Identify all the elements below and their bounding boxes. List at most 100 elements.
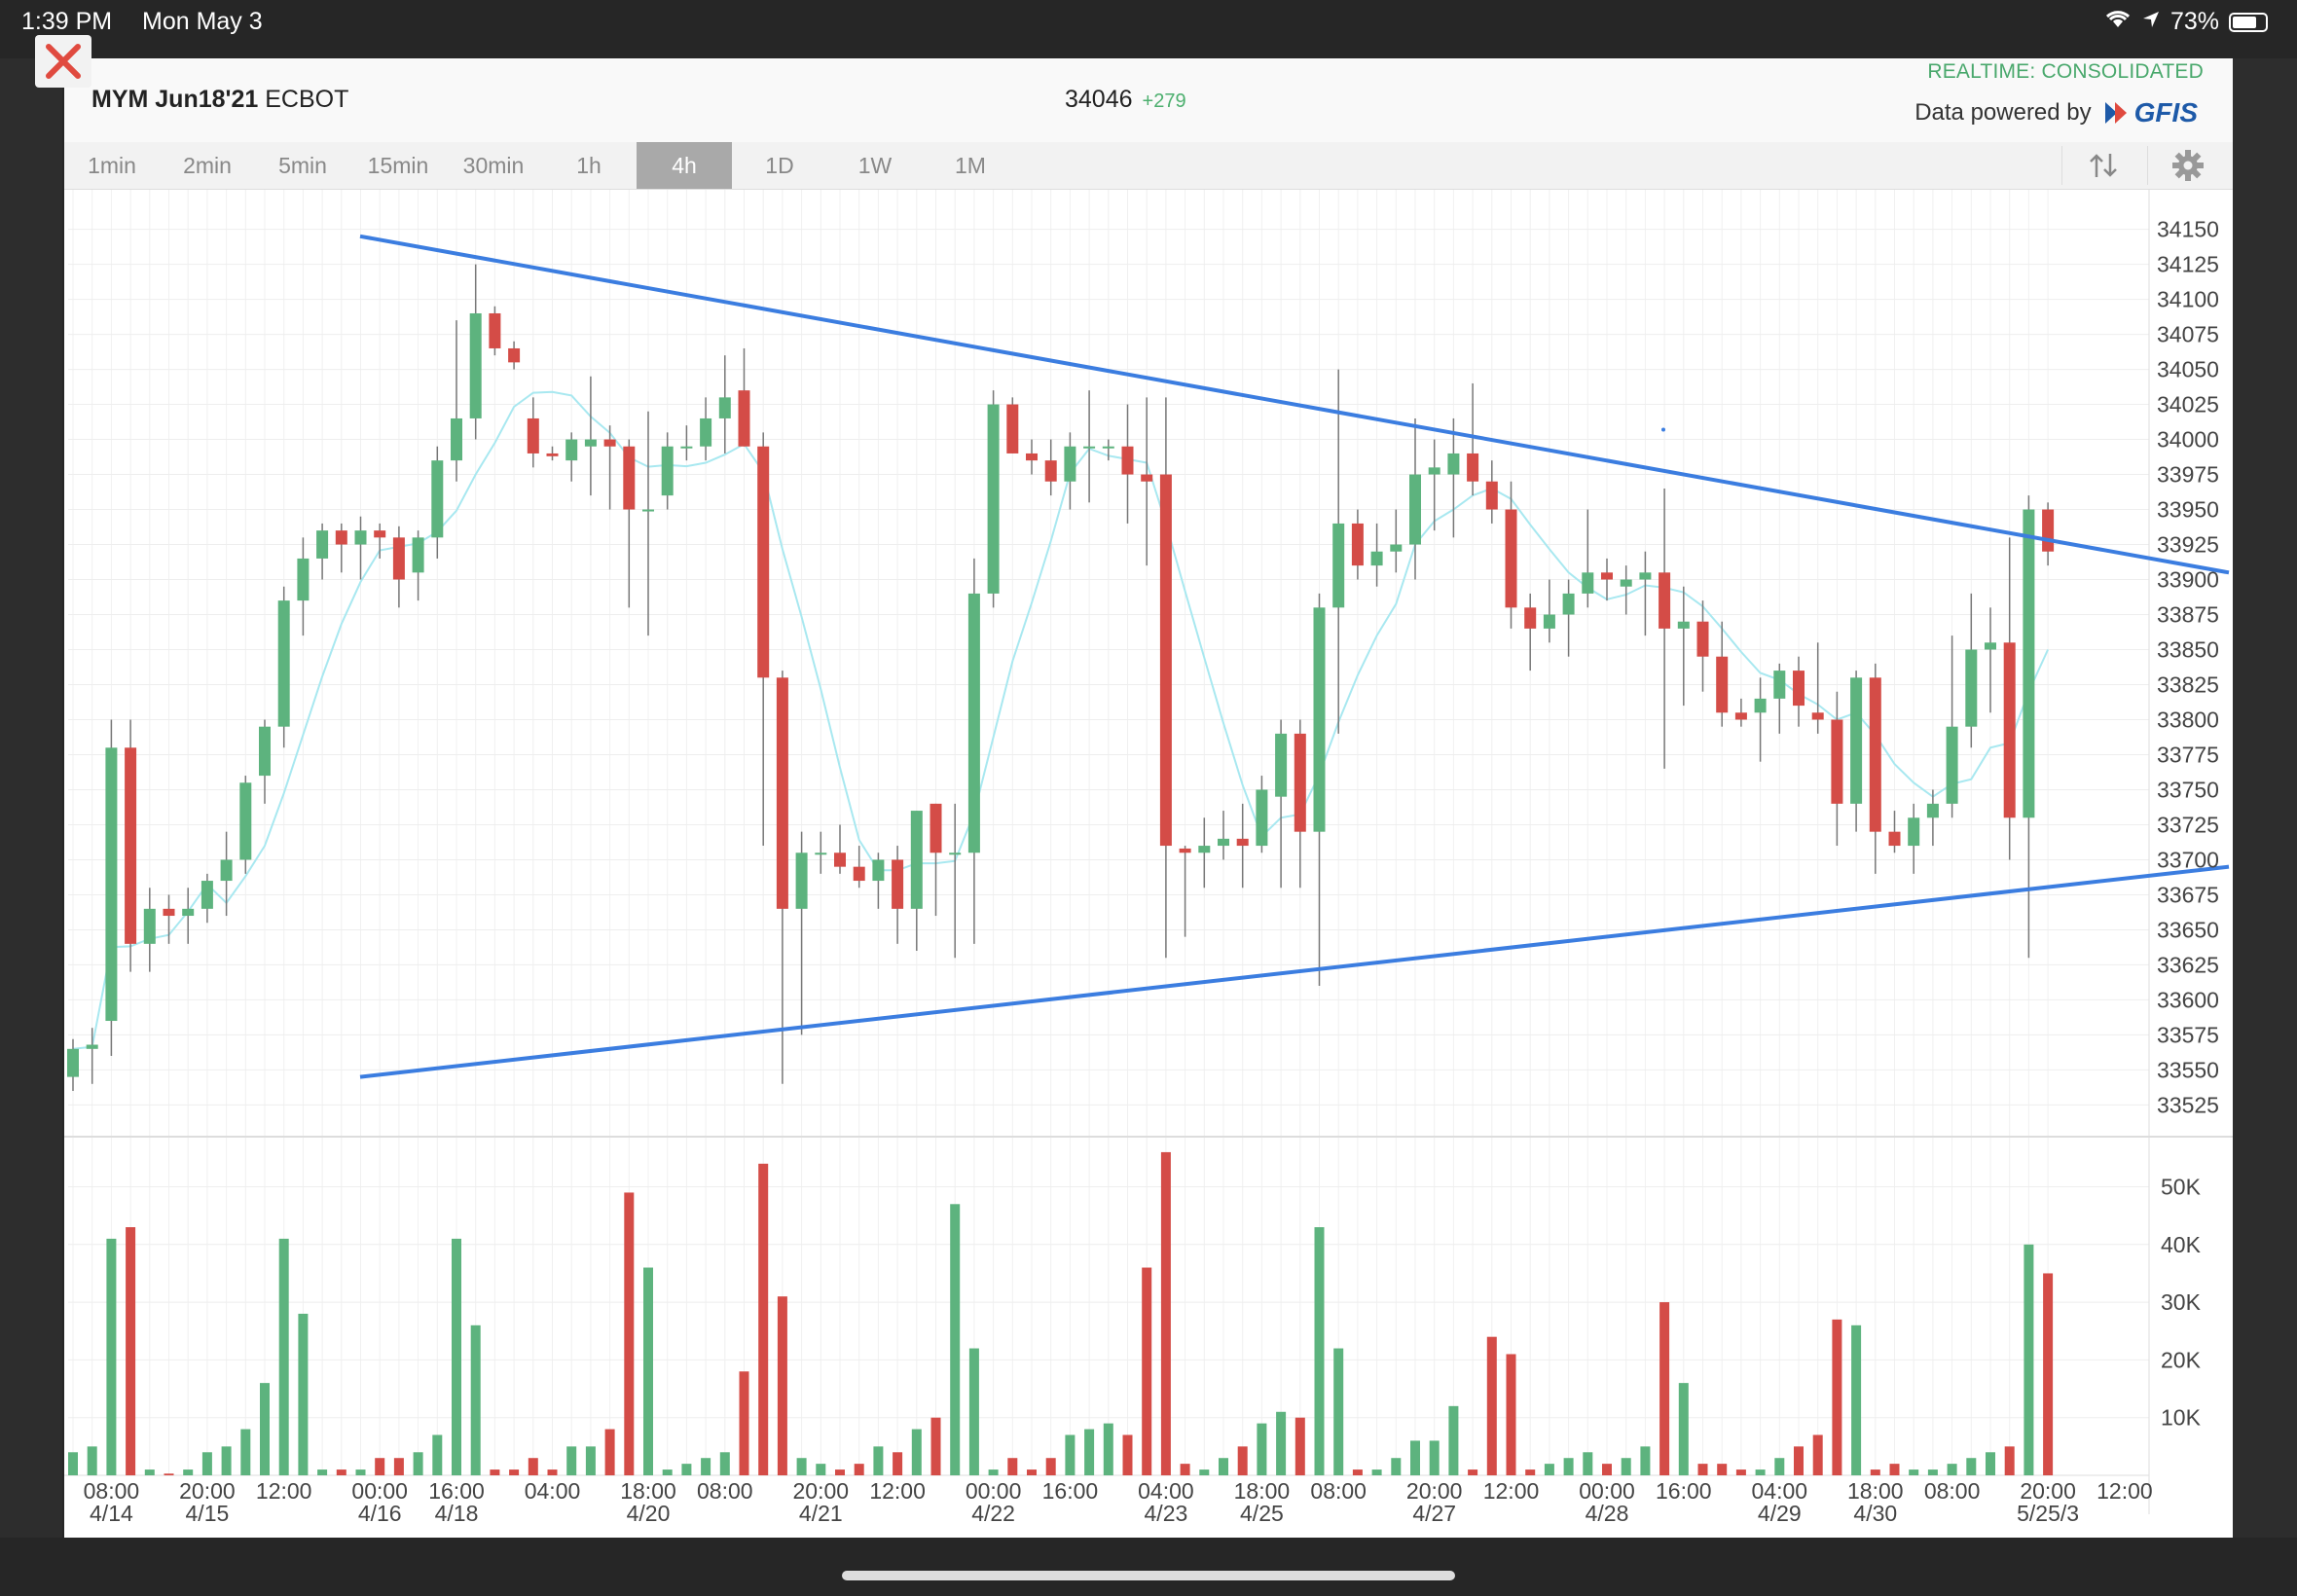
volume-bar <box>758 1163 769 1475</box>
price-tick-label: 33875 <box>2157 602 2219 628</box>
close-button[interactable] <box>35 35 91 88</box>
price-tick-label: 33950 <box>2157 497 2219 523</box>
candle-body <box>1370 551 1383 566</box>
candle-body <box>1026 453 1038 461</box>
plot-background <box>64 189 2233 1475</box>
timeframe-tab-1w[interactable]: 1W <box>857 153 893 178</box>
candle-body <box>1811 712 1824 720</box>
candle-body <box>853 866 865 882</box>
price-tick-label: 33600 <box>2157 987 2219 1012</box>
home-indicator[interactable] <box>842 1571 1455 1580</box>
price-tick-label: 33850 <box>2157 637 2219 663</box>
candle-body <box>1313 607 1326 832</box>
volume-bar <box>1122 1434 1133 1475</box>
volume-bar <box>950 1204 961 1475</box>
candle-body <box>584 439 597 447</box>
volume-bar <box>432 1434 443 1475</box>
volume-bar <box>317 1469 328 1475</box>
candle-body <box>1620 579 1632 587</box>
volume-bar <box>221 1446 232 1475</box>
time-tick-label: 20:00 <box>2020 1478 2076 1504</box>
volume-bar <box>1410 1440 1420 1475</box>
candle-body <box>1716 656 1729 713</box>
timeframe-tab-5min[interactable]: 5min <box>278 153 327 178</box>
candle-body <box>1256 789 1268 847</box>
sort-button[interactable] <box>2081 148 2128 183</box>
volume-bar <box>1889 1464 1900 1475</box>
timeframe-tab-4h[interactable]: 4h <box>637 142 732 189</box>
price-tick-label: 33625 <box>2157 952 2219 977</box>
time-tick-label: 04:00 <box>525 1478 581 1504</box>
volume-bar <box>336 1469 346 1475</box>
volume-bar <box>681 1464 692 1475</box>
timeframe-tab-1d[interactable]: 1D <box>765 153 794 178</box>
trendline-lower[interactable] <box>359 864 2230 1079</box>
candle-body <box>642 509 654 512</box>
trendline-upper[interactable] <box>359 234 2230 575</box>
candle-body <box>700 417 712 447</box>
time-tick-label: 08:00 <box>1924 1478 1981 1504</box>
battery-percent: 73% <box>2169 8 2219 35</box>
timeframe-tab-1min[interactable]: 1min <box>88 153 136 178</box>
timeframe-tab-2min[interactable]: 2min <box>183 153 232 178</box>
volume-bar <box>988 1469 999 1475</box>
volume-bar <box>1851 1324 1862 1475</box>
date-tick-label: 4/16 <box>358 1501 402 1526</box>
volume-bar <box>1045 1458 1056 1475</box>
timeframe-toolbar: 1min 2min 5min 15min 30min 1h 4h 1D 1W 1M <box>64 142 2233 190</box>
candle-body <box>508 347 521 363</box>
candle-body <box>259 726 271 777</box>
volume-bar <box>1391 1458 1402 1475</box>
volume-bar <box>1640 1446 1651 1475</box>
background-app-left <box>0 58 62 1538</box>
wifi-icon <box>2104 8 2132 36</box>
powered-by-label: Data powered by <box>1914 99 2092 126</box>
volume-bar <box>1678 1383 1689 1475</box>
volume-bar <box>893 1452 903 1475</box>
volume-bar <box>1333 1348 1344 1475</box>
candle-body <box>1582 572 1594 594</box>
volume-bar <box>1007 1458 1018 1475</box>
candle-body <box>1467 453 1479 482</box>
volume-bar <box>854 1464 864 1475</box>
date-tick-label: 4/30 <box>1853 1501 1897 1526</box>
candle-body <box>1926 803 1939 818</box>
price-change: +279 <box>1142 91 1186 112</box>
volume-tick-label: 50K <box>2161 1175 2202 1200</box>
time-tick-label: 16:00 <box>428 1478 485 1504</box>
volume-bar <box>1717 1464 1728 1475</box>
candle-body <box>795 852 808 909</box>
candle-body <box>239 782 252 860</box>
volume-bar <box>183 1469 194 1475</box>
volume-bar <box>1486 1336 1497 1475</box>
volume-bar <box>393 1458 404 1475</box>
timeframe-tab-15min[interactable]: 15min <box>367 153 429 178</box>
volume-bar <box>1659 1302 1670 1475</box>
volume-bar <box>164 1473 174 1475</box>
volume-bar <box>1870 1469 1880 1475</box>
candle-body <box>297 558 310 601</box>
timeframe-tab-1m[interactable]: 1M <box>955 153 986 178</box>
volume-bar <box>1506 1354 1516 1475</box>
timeframe-tab-1h[interactable]: 1h <box>576 153 602 178</box>
realtime-badge: REALTIME: CONSOLIDATED <box>1927 60 2204 83</box>
volume-bar <box>260 1383 270 1475</box>
candle-body <box>1601 572 1613 580</box>
chart-canvas: 34150 34125 34100 34075 34050 34025 34000 33975… <box>64 189 2233 1526</box>
settings-button[interactable] <box>2170 148 2209 183</box>
drawing-dot <box>1661 427 1665 432</box>
volume-bar <box>1084 1429 1095 1475</box>
timeframe-tab-30min[interactable]: 30min <box>462 153 525 178</box>
candle-body <box>546 453 559 456</box>
time-tick-label: 00:00 <box>966 1478 1022 1504</box>
gfis-logo-icon <box>2104 102 2127 124</box>
toolbar-divider <box>2061 146 2062 185</box>
volume-bar <box>643 1267 653 1475</box>
candle-body <box>718 397 731 418</box>
candle-body <box>1562 593 1575 615</box>
candle-body <box>1773 671 1786 699</box>
time-tick-label: 20:00 <box>179 1478 236 1504</box>
price-tick-label: 34125 <box>2157 252 2219 277</box>
candle-body <box>1236 838 1249 847</box>
candle-body <box>1543 614 1555 629</box>
